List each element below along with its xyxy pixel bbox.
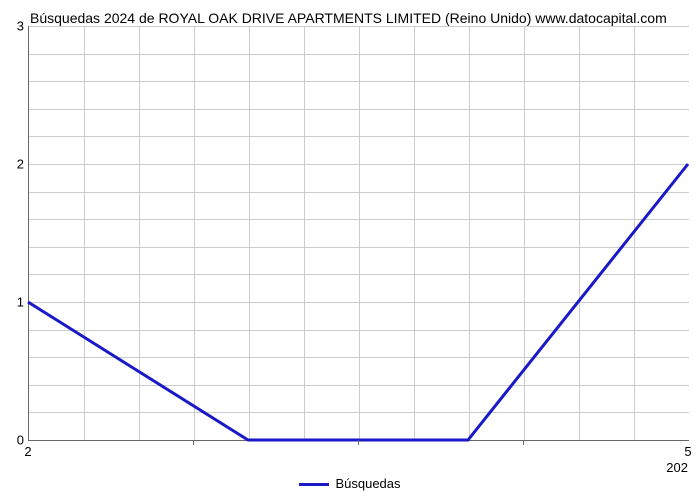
legend: Búsquedas	[0, 476, 700, 491]
legend-label: Búsquedas	[335, 476, 400, 491]
xtick-minor-mark	[193, 440, 194, 445]
line-series-svg	[28, 26, 688, 440]
xtick-minor-mark	[523, 440, 524, 445]
chart-title: Búsquedas 2024 de ROYAL OAK DRIVE APARTM…	[30, 10, 667, 26]
ytick-label: 3	[17, 19, 24, 34]
chart-container: Búsquedas 2024 de ROYAL OAK DRIVE APARTM…	[0, 0, 700, 500]
x-right-label: 202	[666, 460, 688, 475]
ytick-label: 1	[17, 295, 24, 310]
ytick-label: 2	[17, 157, 24, 172]
xtick-label: 5	[684, 444, 691, 459]
ytick-label: 0	[17, 433, 24, 448]
series-line	[28, 164, 688, 440]
xtick-minor-mark	[358, 440, 359, 445]
xtick-label: 2	[24, 444, 31, 459]
legend-line-icon	[299, 483, 329, 486]
